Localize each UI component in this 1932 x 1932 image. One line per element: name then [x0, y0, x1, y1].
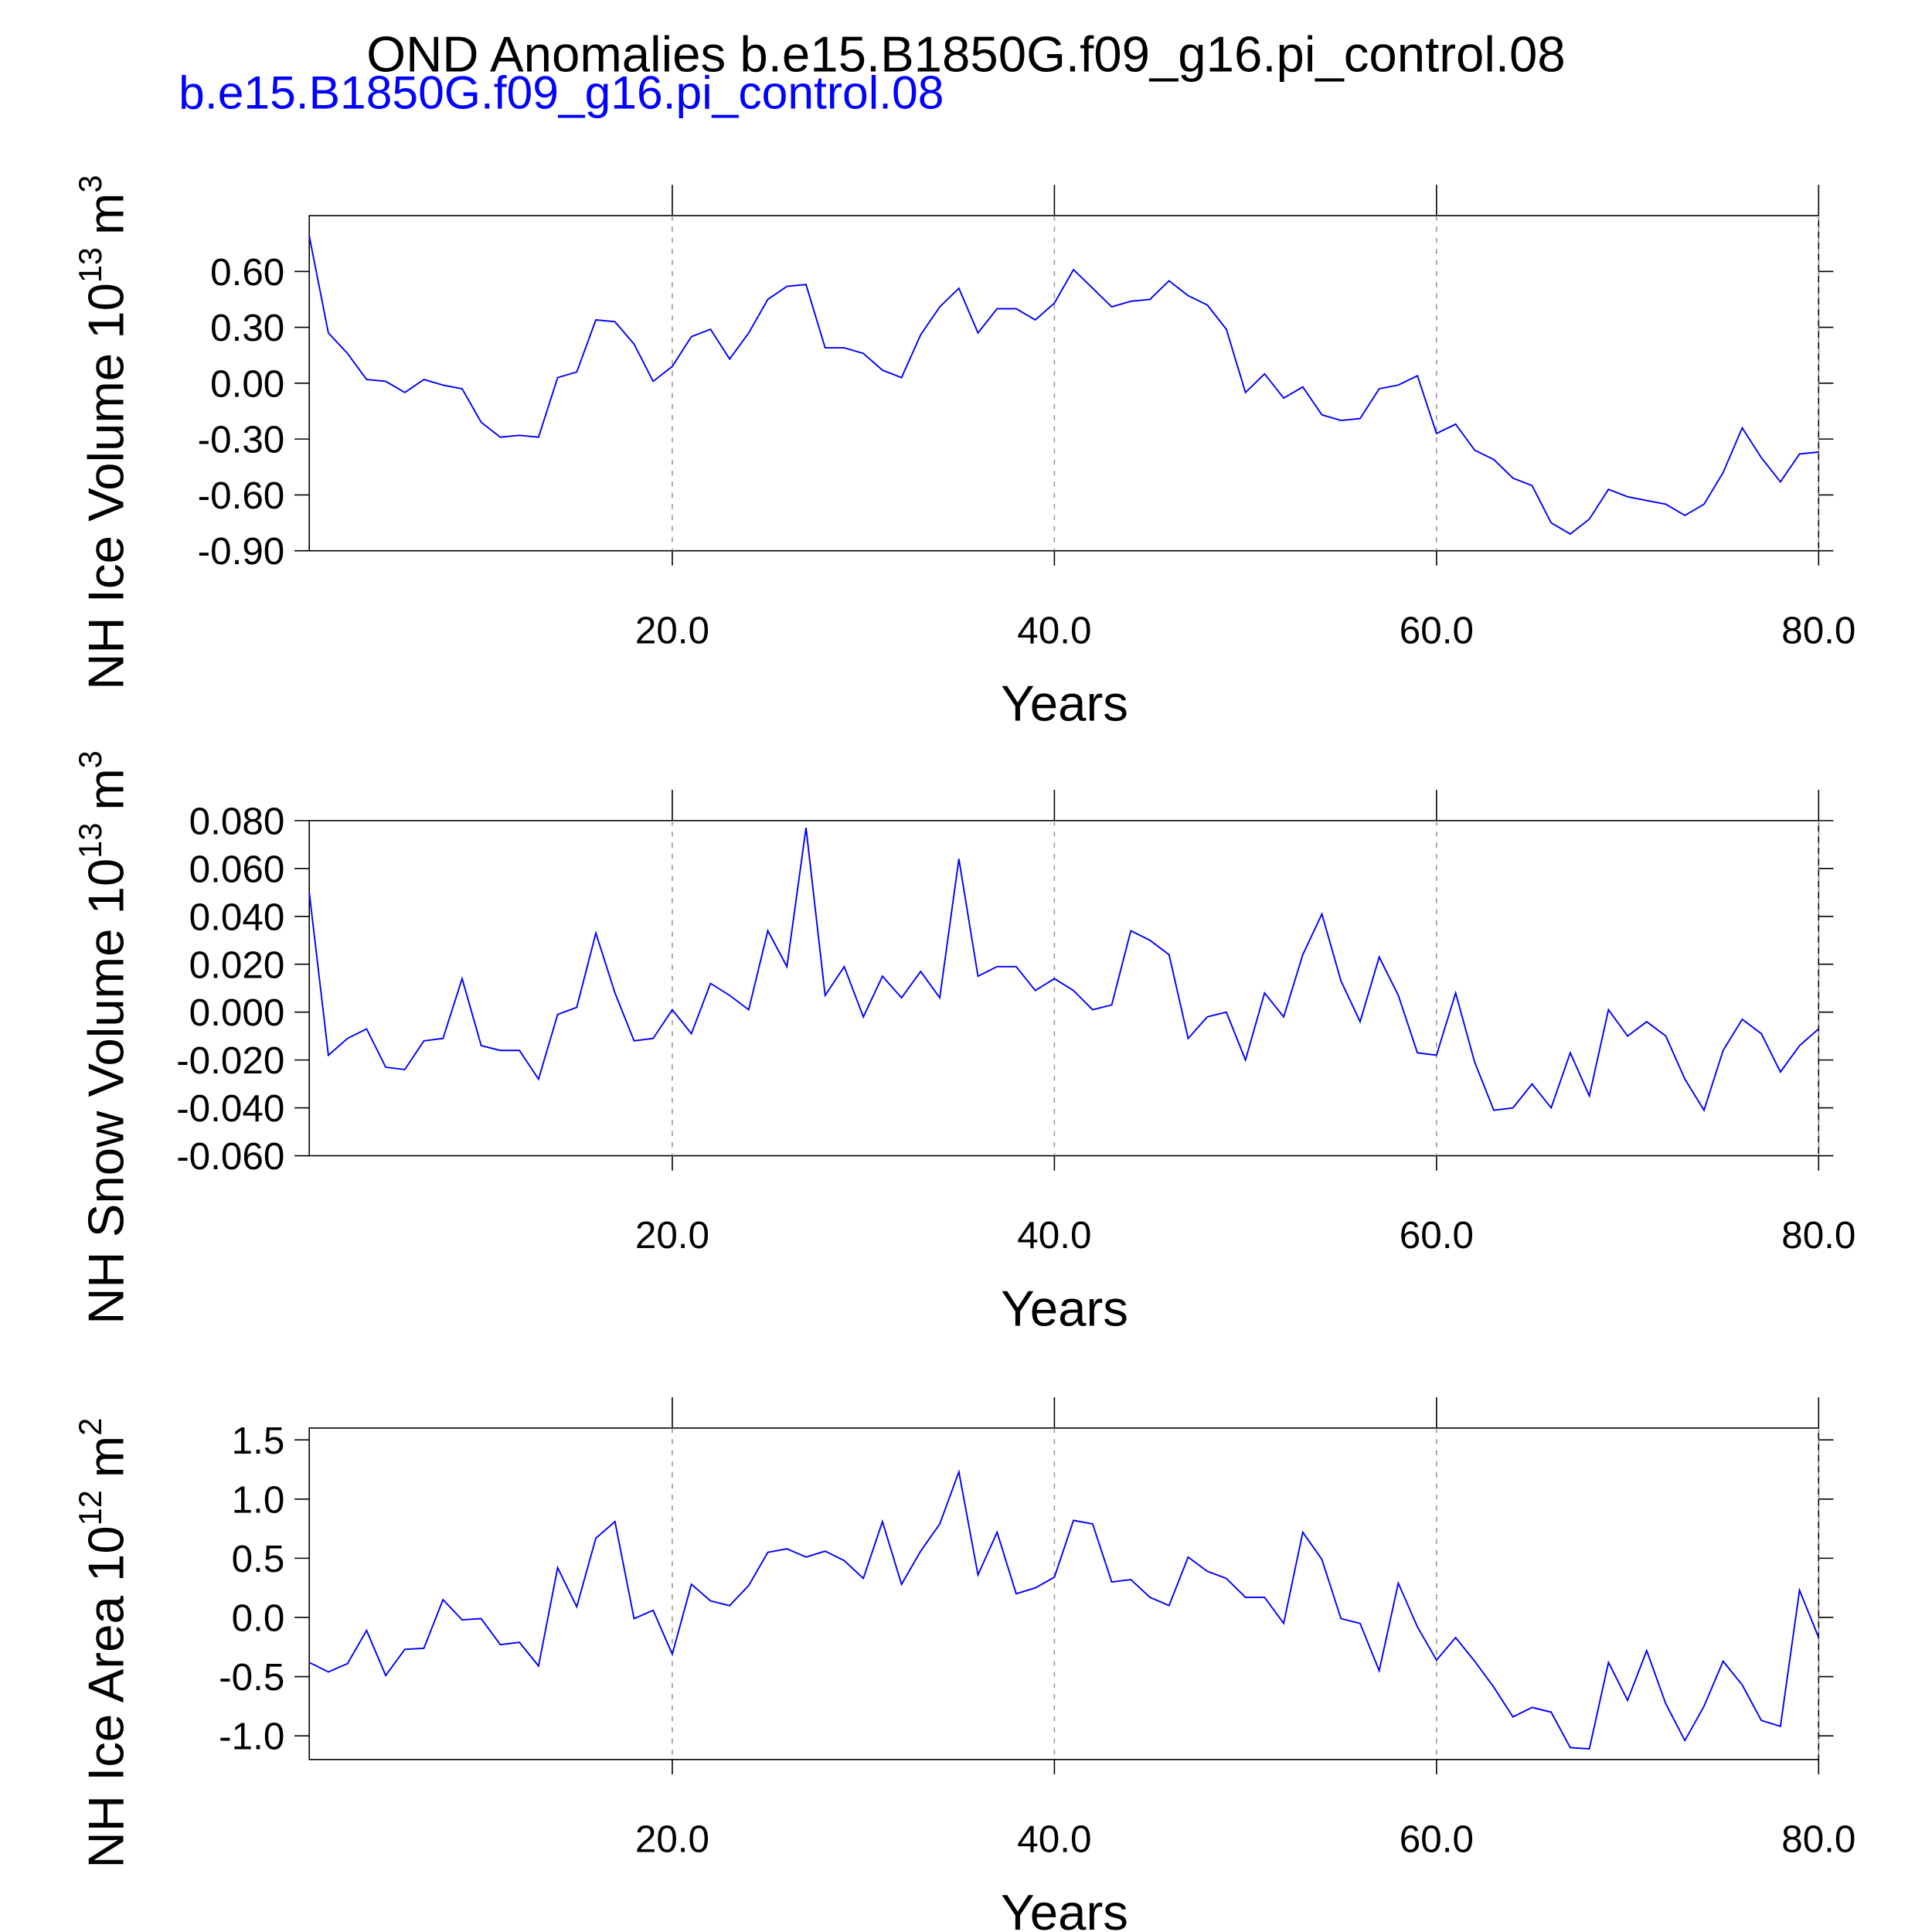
- plot-frame: [308, 1427, 1820, 1760]
- y-axis-label-unit: m: [77, 1436, 134, 1478]
- y-axis-label-text: NH Ice Volume 10: [77, 283, 134, 690]
- x-tick-label: 60.0: [1400, 609, 1474, 651]
- y-axis-label: NH Snow Volume 1013 m3: [72, 750, 134, 1325]
- y-tick-label: 0.30: [210, 307, 284, 349]
- y-tick-label: -0.60: [198, 474, 285, 517]
- y-tick-label: 0.0: [232, 1597, 285, 1640]
- x-axis-label: Years: [1001, 1281, 1128, 1337]
- y-axis-label-text: NH Snow Volume 10: [77, 859, 134, 1325]
- y-tick-label: -0.020: [176, 1039, 284, 1082]
- x-tick-label: 60.0: [1400, 1214, 1474, 1257]
- y-tick-label: 0.020: [189, 944, 285, 986]
- y-tick-label: 0.60: [210, 251, 284, 294]
- x-tick-label: 40.0: [1017, 1818, 1091, 1860]
- y-tick-label: 1.5: [232, 1420, 285, 1462]
- y-axis-label-exponent: 13: [72, 823, 108, 859]
- y-tick-label: -0.90: [198, 530, 285, 573]
- y-axis-label-unit: m: [77, 193, 134, 235]
- y-axis-label: NH Ice Area 1012 m2: [72, 1418, 134, 1869]
- x-axis-label: Years: [1001, 1884, 1128, 1932]
- y-tick-label: -0.5: [219, 1656, 284, 1699]
- y-tick-label: 0.00: [210, 362, 284, 405]
- x-tick-label: 20.0: [635, 609, 709, 651]
- y-tick-label: 1.0: [232, 1478, 285, 1521]
- y-tick-label: 0.000: [189, 992, 285, 1034]
- y-axis-label-unit-exponent: 3: [72, 750, 108, 768]
- x-tick-label: 40.0: [1017, 1214, 1091, 1257]
- y-tick-label: 0.040: [189, 896, 285, 938]
- y-axis-label: NH Ice Volume 1013 m3: [72, 175, 134, 689]
- figure-title: OND Anomalies b.e15.B1850G.f09_g16.pi_co…: [366, 26, 1566, 82]
- x-tick-label: 80.0: [1781, 1214, 1855, 1257]
- x-tick-label: 20.0: [635, 1214, 709, 1257]
- y-tick-label: -0.30: [198, 419, 285, 461]
- y-tick-label: 0.080: [189, 800, 285, 842]
- y-axis-label-exponent: 12: [72, 1490, 108, 1526]
- y-axis-label-unit: m: [77, 768, 134, 810]
- x-axis-label: Years: [1001, 675, 1128, 732]
- data-line: [308, 1468, 1820, 1750]
- y-axis-label-text: NH Ice Area 10: [77, 1526, 134, 1868]
- y-tick-label: -0.060: [176, 1135, 284, 1178]
- y-tick-label: 0.5: [232, 1538, 285, 1580]
- y-tick-label: -0.040: [176, 1087, 284, 1130]
- y-tick-label: -1.0: [219, 1716, 284, 1758]
- y-tick-label: 0.060: [189, 848, 285, 890]
- y-axis-label-unit-exponent: 3: [72, 175, 108, 192]
- data-line: [308, 236, 1819, 536]
- data-line: [308, 828, 1819, 1112]
- x-tick-label: 20.0: [635, 1818, 709, 1860]
- x-tick-label: 60.0: [1400, 1818, 1474, 1860]
- x-tick-label: 80.0: [1781, 1818, 1855, 1860]
- y-axis-label-exponent: 13: [72, 247, 108, 283]
- figure-subtitle: b.e15.B1850G.f09_g16.pi_control.08: [179, 66, 944, 118]
- x-tick-label: 40.0: [1017, 609, 1091, 651]
- x-tick-label: 80.0: [1781, 609, 1855, 651]
- y-axis-label-unit-exponent: 2: [72, 1418, 108, 1436]
